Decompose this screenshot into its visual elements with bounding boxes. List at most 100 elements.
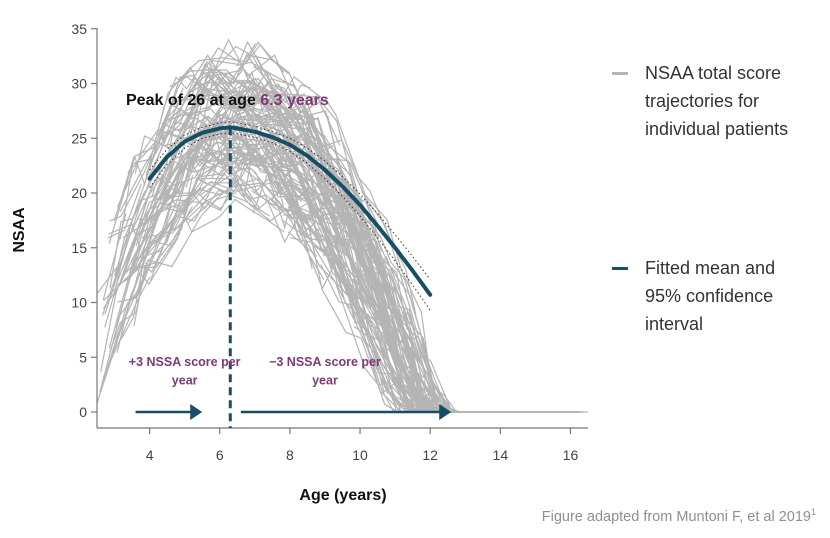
- trajectory-line: [240, 138, 343, 266]
- x-tick-label: 4: [146, 447, 154, 463]
- y-tick-label: 5: [79, 349, 87, 365]
- trajectory-line: [109, 71, 221, 222]
- trajectory-line: [141, 142, 303, 239]
- annotations: +3 NSSA score per year −3 NSSA score per ye…: [129, 127, 452, 428]
- trajectory-line: [202, 156, 245, 194]
- x-tick-label: 16: [563, 447, 579, 463]
- trajectory-line: [179, 54, 315, 134]
- increase-arrow: [135, 404, 203, 420]
- peak-label-value: 6.3 years: [260, 92, 329, 109]
- trajectory-line: [199, 96, 311, 194]
- x-axis-label: Age (years): [299, 487, 386, 504]
- trajectory-line: [222, 90, 258, 139]
- trajectory-line: [171, 85, 225, 116]
- decrease-arrow-label-line2: year: [312, 374, 338, 388]
- ci-lower-line: [149, 132, 431, 311]
- trajectory-line: [226, 76, 299, 159]
- y-tick-label: 25: [71, 130, 87, 146]
- trajectory-line: [117, 154, 262, 288]
- fitted-mean-group: [147, 125, 433, 297]
- trajectory-line: [150, 198, 285, 281]
- increase-arrow-label-line2: year: [172, 374, 198, 388]
- caption-text: Figure adapted from Muntoni F, et al 201…: [541, 508, 811, 525]
- trajectory-line: [262, 161, 293, 171]
- trajectory-line: [189, 76, 216, 93]
- trajectory-line: [136, 173, 301, 270]
- y-axis-label: NSAA: [11, 207, 28, 253]
- y-tick-label: 15: [71, 240, 87, 256]
- legend-swatch-trajectories: [612, 72, 628, 75]
- y-tick-label: 30: [71, 76, 87, 92]
- legend-label-line: interval: [645, 314, 704, 334]
- confidence-interval: [149, 121, 431, 311]
- legend-label-line: trajectories for: [645, 91, 760, 111]
- y-tick-label: 0: [79, 404, 87, 420]
- trajectory-line: [403, 316, 579, 413]
- decrease-arrow-head: [439, 404, 452, 420]
- y-tick-label: 10: [71, 295, 87, 311]
- trajectory-line: [161, 101, 197, 132]
- y-tick-label: 35: [71, 21, 87, 37]
- trajectory-line: [203, 141, 359, 280]
- trajectory-line: [185, 123, 256, 188]
- trajectory-line: [161, 62, 226, 140]
- peak-label-prefix: Peak of 26 at age: [126, 92, 260, 109]
- trajectory-line: [200, 98, 248, 156]
- trajectory-line: [280, 147, 373, 277]
- trajectory-line: [349, 264, 415, 413]
- trajectory-line: [156, 138, 240, 189]
- trajectory-line: [274, 149, 390, 328]
- caption-superscript: 1: [810, 507, 816, 517]
- trajectory-line: [213, 85, 363, 200]
- legend-label-fitted-mean: Fitted mean and 95% confidence interval: [645, 254, 830, 338]
- trajectory-line: [350, 240, 386, 308]
- legend-swatch-fitted-mean: [612, 267, 628, 270]
- legend-label-line: NSAA total score: [645, 63, 782, 83]
- trajectory-line: [358, 197, 396, 311]
- legend-label-line: Fitted mean and: [645, 258, 776, 278]
- x-tick-label: 14: [493, 447, 509, 463]
- decrease-arrow-label-line1: −3 NSSA score per: [269, 355, 381, 369]
- y-tick-label: 20: [71, 185, 87, 201]
- trajectory-line: [252, 81, 319, 142]
- trajectory-line: [119, 75, 194, 240]
- trajectory-line: [210, 77, 306, 104]
- x-tick-label: 10: [352, 447, 368, 463]
- trajectory-line: [208, 111, 275, 172]
- ci-upper-line: [149, 121, 431, 280]
- figure-caption: Figure adapted from Muntoni F, et al 201…: [542, 507, 816, 525]
- legend-label-line: 95% confidence: [645, 286, 774, 306]
- trajectory-line: [344, 245, 400, 317]
- trajectory-line: [166, 151, 208, 210]
- trajectory-line: [157, 38, 341, 146]
- axes: 0 5 10 15 20 25 30 35 4 6 8 10 12 14 16: [71, 21, 588, 463]
- trajectory-line: [213, 72, 325, 155]
- legend-label-trajectories: NSAA total score trajectories for indivi…: [645, 59, 830, 143]
- trajectory-line: [108, 177, 252, 349]
- trajectory-line: [244, 70, 450, 410]
- trajectory-line: [116, 182, 185, 284]
- trajectory-line: [135, 149, 256, 269]
- x-tick-label: 8: [286, 447, 294, 463]
- trajectory-line: [210, 80, 334, 181]
- trajectory-line: [418, 355, 453, 413]
- decrease-arrow: [240, 404, 452, 420]
- trajectory-line: [113, 88, 297, 276]
- trajectory-line: [244, 110, 286, 152]
- trajectory-line: [104, 190, 146, 315]
- trajectory-line: [237, 117, 263, 123]
- trajectory-line: [97, 258, 124, 294]
- trajectory-line: [148, 178, 346, 293]
- trajectory-line: [96, 187, 235, 404]
- legend-label-line: individual patients: [645, 119, 789, 139]
- increase-arrow-label-line1: +3 NSSA score per: [129, 355, 241, 369]
- trajectory-line: [252, 172, 322, 237]
- trajectory-line: [116, 178, 257, 353]
- trajectory-line: [258, 104, 383, 252]
- trajectory-line: [109, 192, 237, 352]
- increase-arrow-head: [190, 404, 203, 420]
- x-tick-label: 6: [216, 447, 224, 463]
- trajectory-line: [103, 167, 167, 301]
- x-tick-label: 12: [422, 447, 438, 463]
